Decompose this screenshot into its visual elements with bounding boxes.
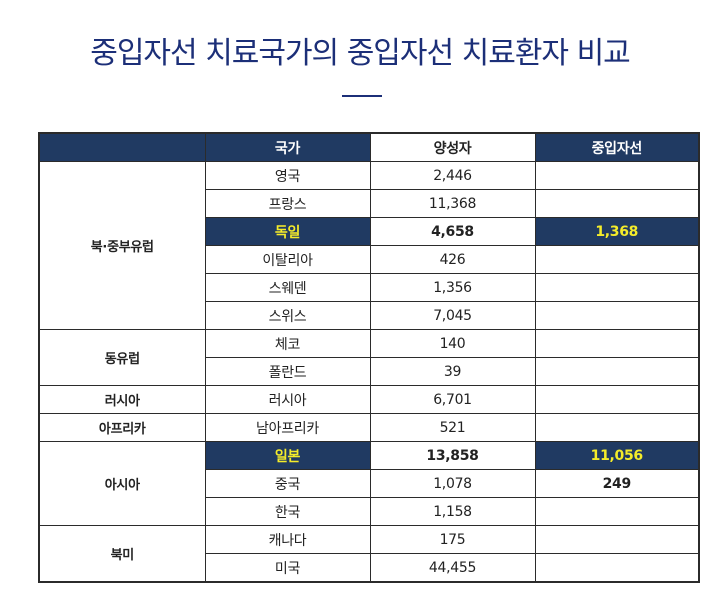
heavy-ion-cell <box>534 357 700 386</box>
patients-cell: 426 <box>369 245 536 274</box>
country-cell: 체코 <box>204 329 371 358</box>
heavy-ion-cell <box>534 245 700 274</box>
region-cell: 러시아 <box>38 385 206 414</box>
country-cell: 중국 <box>204 469 371 498</box>
page-title: 중입자선 치료국가의 중입자선 치료환자 비교 <box>90 36 631 71</box>
patients-cell: 140 <box>369 329 536 358</box>
heavy-ion-cell-highlight: 1,368 <box>534 217 700 246</box>
heavy-ion-cell <box>534 385 700 414</box>
title-divider <box>342 95 382 97</box>
country-cell-highlight: 일본 <box>204 441 371 470</box>
patients-cell: 175 <box>369 525 536 554</box>
country-cell: 미국 <box>204 553 371 583</box>
patients-cell: 1,356 <box>369 273 536 302</box>
region-cell: 아시아 <box>38 441 206 526</box>
table-row: 폴란드 39 <box>39 357 700 386</box>
heavy-ion-cell <box>534 189 700 218</box>
header-heavy-ion: 중입자선 <box>534 132 700 162</box>
table-row: 북미 캐나다 175 <box>38 525 700 583</box>
patients-cell: 39 <box>369 357 536 386</box>
table-header-row: 국가 양성자 중입자선 <box>38 132 700 162</box>
country-cell: 이탈리아 <box>204 245 371 274</box>
heavy-ion-cell <box>534 273 700 302</box>
patients-cell: 7,045 <box>369 301 536 330</box>
country-cell: 한국 <box>204 497 371 526</box>
header-country: 국가 <box>204 132 371 162</box>
table-row: 러시아 러시아 6,701 <box>38 385 700 414</box>
table-row: 북·중부유럽 영국 2,446 <box>38 161 700 330</box>
heavy-ion-cell <box>534 301 700 330</box>
heavy-ion-cell <box>534 525 700 554</box>
patients-cell: 6,701 <box>369 385 536 414</box>
patients-cell: 1,158 <box>369 497 536 526</box>
patients-cell: 1,078 <box>369 469 536 498</box>
heavy-ion-cell: 249 <box>534 469 700 498</box>
country-cell: 영국 <box>204 161 371 190</box>
country-cell: 캐나다 <box>204 525 371 554</box>
patients-cell: 2,446 <box>369 161 536 190</box>
patients-cell: 11,368 <box>369 189 536 218</box>
country-cell-highlight: 독일 <box>204 217 371 246</box>
patients-cell: 13,858 <box>369 441 536 470</box>
table-row: 스웨덴 1,356 <box>39 273 700 302</box>
comparison-table: 국가 양성자 중입자선 북·중부유럽 영국 2,446 프랑스 11,368 독… <box>38 132 700 583</box>
heavy-ion-cell <box>534 497 700 526</box>
region-cell: 북·중부유럽 <box>38 161 206 330</box>
region-cell: 아프리카 <box>38 413 206 442</box>
patients-cell: 521 <box>369 413 536 442</box>
table-row: 아프리카 남아프리카 521 <box>38 413 700 442</box>
patients-cell: 4,658 <box>369 217 536 246</box>
heavy-ion-cell <box>534 161 700 190</box>
heavy-ion-cell <box>534 329 700 358</box>
table-row: 독일 4,658 1,368 <box>39 217 700 246</box>
header-patients: 양성자 <box>369 132 536 162</box>
heavy-ion-cell <box>534 553 700 583</box>
table-row: 프랑스 11,368 <box>39 189 700 218</box>
table-row: 스위스 7,045 <box>39 301 700 330</box>
table-row: 미국 44,455 <box>39 553 700 583</box>
country-cell: 남아프리카 <box>204 413 371 442</box>
table-row: 아시아 일본 13,858 11,056 <box>38 441 700 526</box>
patients-cell: 44,455 <box>369 553 536 583</box>
header-region <box>38 132 206 162</box>
country-cell: 폴란드 <box>204 357 371 386</box>
region-cell: 북미 <box>38 525 206 583</box>
table-row: 이탈리아 426 <box>39 245 700 274</box>
table-row: 한국 1,158 <box>39 497 700 526</box>
region-cell: 동유럽 <box>38 329 206 386</box>
country-cell: 프랑스 <box>204 189 371 218</box>
table-row: 동유럽 체코 140 <box>38 329 700 386</box>
heavy-ion-cell-highlight: 11,056 <box>534 441 700 470</box>
country-cell: 러시아 <box>204 385 371 414</box>
table-row: 중국 1,078 249 <box>39 469 700 498</box>
heavy-ion-cell <box>534 413 700 442</box>
country-cell: 스웨덴 <box>204 273 371 302</box>
country-cell: 스위스 <box>204 301 371 330</box>
